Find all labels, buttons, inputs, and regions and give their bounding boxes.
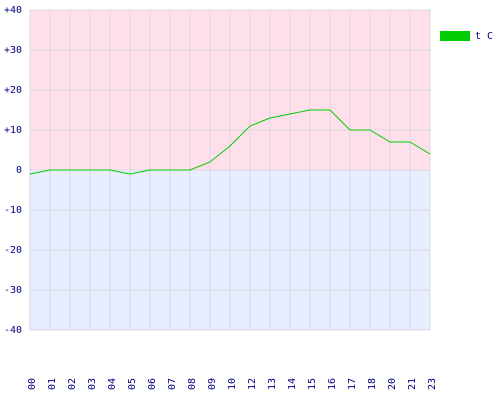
y-tick-label: -40	[4, 325, 22, 336]
x-tick-label: 18	[367, 378, 378, 390]
x-tick-label: 21	[407, 378, 418, 390]
x-tick-label: 01	[47, 378, 58, 390]
x-tick-label: 20	[387, 378, 398, 390]
x-tick-label: 15	[307, 378, 318, 390]
y-tick-label: -20	[4, 245, 22, 256]
y-tick-label: 0	[16, 165, 22, 176]
y-tick-label: +10	[4, 125, 22, 136]
x-tick-label: 13	[267, 378, 278, 390]
y-tick-label: +20	[4, 85, 22, 96]
x-tick-label: 09	[207, 378, 218, 390]
x-tick-label: 14	[287, 378, 298, 390]
legend-label: t C	[475, 31, 493, 42]
y-tick-label: +40	[4, 5, 22, 16]
x-tick-label: 06	[147, 378, 158, 390]
x-tick-label: 12	[247, 378, 258, 390]
x-tick-label: 08	[187, 378, 198, 390]
x-tick-label: 17	[347, 378, 358, 390]
x-tick-label: 05	[127, 378, 138, 390]
x-tick-label: 23	[427, 378, 438, 390]
x-tick-label: 03	[87, 378, 98, 390]
x-tick-label: 07	[167, 378, 178, 390]
x-tick-label: 02	[67, 378, 78, 390]
y-tick-label: -10	[4, 205, 22, 216]
y-tick-label: +30	[4, 45, 22, 56]
y-tick-label: -30	[4, 285, 22, 296]
data-line	[29, 109, 431, 175]
x-tick-label: 10	[227, 378, 238, 390]
legend-swatch	[440, 31, 470, 41]
x-tick-label: 16	[327, 378, 338, 390]
x-tick-label: 00	[27, 378, 38, 390]
x-tick-label: 04	[107, 378, 118, 390]
